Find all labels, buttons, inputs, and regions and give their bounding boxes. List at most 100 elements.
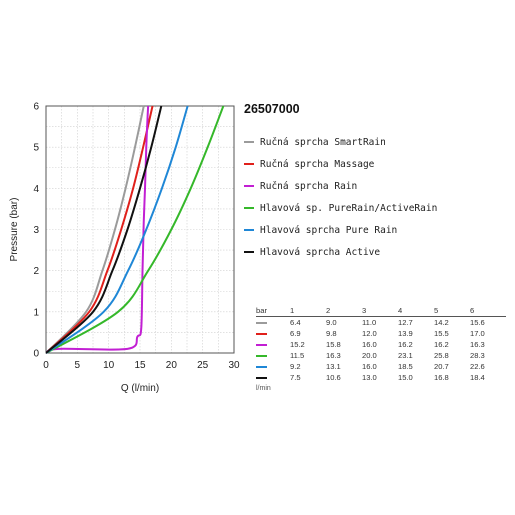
table-header-bar: bar — [256, 306, 267, 315]
legend-item: Ručná sprcha Massage — [244, 153, 437, 175]
table-cell: 20.7 — [434, 362, 449, 371]
x-tick-label: 10 — [103, 360, 115, 371]
legend-item: Ručná sprcha SmartRain — [244, 131, 437, 153]
table-cell: 9.8 — [326, 329, 337, 338]
legend-swatch — [244, 141, 254, 143]
legend-item: Ručná sprcha Rain — [244, 175, 437, 197]
table-cell: 14.2 — [434, 318, 449, 327]
table-row: 6.9 9.8 12.0 13.9 15.5 17.0 — [256, 328, 506, 339]
table-row-swatch — [256, 355, 267, 357]
x-tick-label: 25 — [197, 360, 209, 371]
table-cell: 10.6 — [326, 373, 341, 382]
table-row: 7.5 10.6 13.0 15.0 16.8 18.4 — [256, 372, 506, 383]
series-line-1 — [46, 105, 145, 354]
table-cell: 16.0 — [362, 362, 377, 371]
table-col-header: 4 — [398, 306, 403, 315]
plot-frame — [45, 105, 235, 354]
legend-swatch — [244, 207, 254, 209]
table-cell: 25.8 — [434, 351, 449, 360]
y-tick-label: 4 — [33, 184, 39, 195]
table-cell: 16.2 — [434, 340, 449, 349]
series-line-6 — [46, 105, 163, 354]
legend-label: Hlavová sprcha Active — [260, 246, 381, 258]
table-row-swatch — [256, 377, 267, 379]
table-row-swatch — [256, 344, 267, 346]
table-row: 15.2 15.8 16.0 16.2 16.2 16.3 — [256, 339, 506, 350]
table-cell: 6.4 — [290, 318, 301, 327]
table-cell: 22.6 — [470, 362, 485, 371]
chart-legend: Ručná sprcha SmartRain Ručná sprcha Massa… — [244, 131, 437, 263]
x-tick-label: 20 — [166, 360, 178, 371]
table-cell: 15.5 — [434, 329, 449, 338]
table-cell: 13.1 — [326, 362, 341, 371]
y-tick-label: 2 — [33, 266, 39, 277]
flow-table: bar 1 2 3 4 5 6 6.4 9.0 11.0 12.7 14.2 15.6 6.… — [256, 305, 506, 394]
series-line-2 — [46, 105, 154, 354]
table-row-swatch-cell — [256, 339, 290, 350]
legend-swatch — [244, 251, 254, 253]
table-col-header: 6 — [470, 306, 475, 315]
y-tick-label: 6 — [33, 102, 39, 113]
table-cell: 15.6 — [470, 318, 485, 327]
table-cell: 16.0 — [362, 340, 377, 349]
legend-label: Ručná sprcha Massage — [260, 158, 375, 170]
legend-label: Hlavová sprcha Pure Rain — [260, 224, 398, 236]
y-axis-label: Pressure (bar) — [9, 198, 20, 262]
table-col-header: 1 — [290, 306, 295, 315]
table-row: 9.2 13.1 16.0 18.5 20.7 22.6 — [256, 361, 506, 372]
table-header-row: bar 1 2 3 4 5 6 — [256, 305, 506, 317]
table-cell: 11.0 — [362, 318, 377, 327]
table-row-swatch-cell — [256, 328, 290, 339]
table-row-swatch-cell — [256, 317, 290, 329]
x-tick-label: 5 — [75, 360, 81, 371]
table-cell: 11.5 — [290, 351, 305, 360]
x-tick-label: 15 — [134, 360, 146, 371]
product-code: 26507000 — [244, 102, 300, 116]
series-line-3 — [46, 105, 150, 354]
table-row-swatch — [256, 333, 267, 335]
table-cell: 6.9 — [290, 329, 301, 338]
x-axis-label: Q (l/min) — [121, 383, 159, 394]
table-col-header: 3 — [362, 306, 367, 315]
table-cell: 17.0 — [470, 329, 485, 338]
legend-item: Hlavová sp. PureRain/ActiveRain — [244, 197, 437, 219]
table-row: 11.5 16.3 20.0 23.1 25.8 28.3 — [256, 350, 506, 361]
table-cell: 12.0 — [362, 329, 377, 338]
table-cell: 9.0 — [326, 318, 337, 327]
table-row-swatch-cell — [256, 372, 290, 383]
table-cell: 15.2 — [290, 340, 305, 349]
table-col-header: 5 — [434, 306, 439, 315]
table-cell: 16.3 — [326, 351, 341, 360]
series-line-4 — [46, 105, 225, 354]
table-cell: 18.4 — [470, 373, 485, 382]
table-cell: 23.1 — [398, 351, 413, 360]
table-row-swatch — [256, 366, 267, 368]
legend-label: Hlavová sp. PureRain/ActiveRain — [260, 202, 438, 214]
x-tick-label: 30 — [228, 360, 240, 371]
table-row-swatch — [256, 322, 267, 324]
table-unit-label: l/min — [256, 384, 271, 392]
series-line-5 — [46, 105, 189, 354]
table-cell: 15.0 — [398, 373, 413, 382]
legend-item: Hlavová sprcha Pure Rain — [244, 219, 437, 241]
table-cell: 12.7 — [398, 318, 413, 327]
table-row: 6.4 9.0 11.0 12.7 14.2 15.6 — [256, 317, 506, 329]
table-row-swatch-cell — [256, 361, 290, 372]
table-unit-row: l/min — [256, 383, 506, 394]
y-tick-label: 1 — [33, 307, 39, 318]
x-tick-label: 0 — [43, 360, 49, 371]
table-cell: 13.0 — [362, 373, 377, 382]
table-col-header: 2 — [326, 306, 331, 315]
table-row-swatch-cell — [256, 350, 290, 361]
table-cell: 16.8 — [434, 373, 449, 382]
legend-label: Ručná sprcha Rain — [260, 180, 358, 192]
table-cell: 13.9 — [398, 329, 413, 338]
table-cell: 18.5 — [398, 362, 413, 371]
legend-swatch — [244, 185, 254, 187]
legend-label: Ručná sprcha SmartRain — [260, 136, 386, 148]
table-cell: 28.3 — [470, 351, 485, 360]
y-tick-label: 5 — [33, 143, 39, 154]
legend-swatch — [244, 229, 254, 231]
table-cell: 16.3 — [470, 340, 485, 349]
